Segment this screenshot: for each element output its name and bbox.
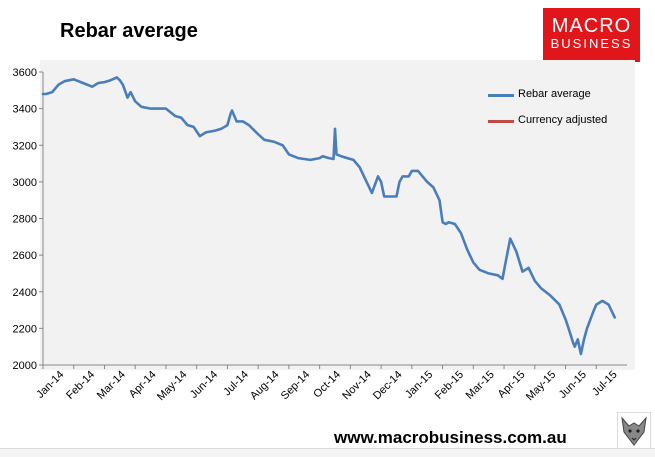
chart-legend: Rebar average Currency adjusted	[488, 88, 607, 140]
x-tick-label: Aug-14	[248, 369, 282, 403]
x-tick-label: Jun-14	[188, 369, 220, 401]
x-tick-label: Oct-14	[311, 369, 343, 401]
x-tick-label: Apr-14	[127, 369, 159, 401]
x-tick-label: May-15	[524, 369, 558, 403]
chart-title: Rebar average	[60, 20, 198, 42]
x-tick-label: Jun-15	[557, 369, 589, 401]
x-tick-label: Jul-15	[590, 369, 620, 399]
y-tick-label: 2800	[13, 214, 37, 226]
y-tick-label: 3000	[13, 177, 37, 189]
logo-line-2: BUSINESS	[550, 36, 633, 51]
x-tick-label: Feb-14	[64, 369, 97, 402]
y-tick-label: 2600	[13, 250, 37, 262]
plot-area	[40, 60, 635, 370]
y-tick-label: 3200	[13, 140, 37, 152]
y-tick-label: 2000	[13, 360, 37, 372]
legend-label-rebar-average: Rebar average	[518, 88, 591, 100]
x-tick-label: May-14	[155, 369, 189, 403]
y-tick-label: 3400	[13, 104, 37, 116]
x-tick-label: Mar-14	[95, 369, 128, 402]
x-tick-label: Dec-14	[371, 369, 405, 403]
legend-swatch-rebar-average	[488, 94, 514, 97]
x-tick-label: Jan-15	[403, 369, 435, 401]
x-tick-label: Jan-14	[34, 369, 66, 401]
macrobusiness-logo: MACRO BUSINESS	[543, 8, 640, 62]
series-line-rebar-average	[41, 76, 617, 356]
x-tick-label: Nov-14	[340, 369, 374, 403]
logo-line-1: MACRO	[551, 15, 632, 37]
y-tick-label: 2200	[13, 323, 37, 335]
bottom-strip	[0, 448, 655, 457]
footer-url: www.macrobusiness.com.au	[334, 428, 567, 447]
x-tick-label: Mar-15	[464, 369, 497, 402]
y-tick-label: 3600	[13, 67, 37, 79]
x-tick-label: Feb-15	[433, 369, 466, 402]
x-tick-label: Apr-15	[496, 369, 528, 401]
legend-label-currency-adjusted: Currency adjusted	[518, 114, 608, 126]
x-tick-label: Jul-14	[221, 369, 251, 399]
legend-item-rebar-average: Rebar average	[488, 88, 607, 102]
y-tick-label: 2400	[13, 287, 37, 299]
legend-item-currency-adjusted: Currency adjusted	[488, 114, 607, 128]
legend-swatch-currency-adjusted	[488, 120, 514, 123]
x-tick-label: Sep-14	[279, 369, 313, 403]
fox-logo-icon	[617, 412, 651, 450]
